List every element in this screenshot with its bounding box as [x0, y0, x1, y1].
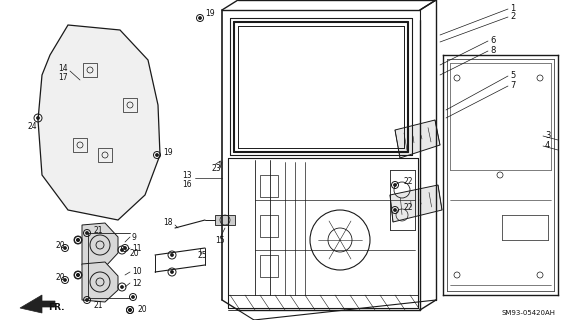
Text: 20: 20	[138, 306, 148, 315]
Text: 21: 21	[93, 226, 103, 235]
Text: 16: 16	[182, 180, 192, 188]
Text: 6: 6	[490, 36, 496, 44]
Text: 21: 21	[93, 300, 103, 309]
Circle shape	[128, 308, 131, 311]
Circle shape	[171, 253, 174, 257]
Polygon shape	[38, 25, 160, 220]
Text: 5: 5	[510, 70, 515, 79]
Bar	[83, 63, 97, 77]
Polygon shape	[20, 295, 55, 313]
Polygon shape	[390, 185, 442, 222]
Circle shape	[63, 246, 66, 250]
Text: 22: 22	[403, 203, 412, 212]
Text: 24: 24	[28, 122, 38, 131]
Circle shape	[37, 116, 39, 119]
Text: 20: 20	[130, 249, 140, 258]
Text: 3: 3	[545, 131, 550, 140]
Text: 12: 12	[132, 278, 142, 287]
Circle shape	[120, 249, 123, 252]
Polygon shape	[395, 120, 440, 158]
Text: 10: 10	[132, 268, 142, 276]
Text: 19: 19	[163, 148, 172, 156]
Circle shape	[155, 154, 159, 156]
Bar	[260, 215, 278, 237]
Text: 19: 19	[205, 9, 215, 18]
Bar	[215, 215, 235, 225]
Text: 11: 11	[132, 244, 142, 252]
Circle shape	[77, 274, 79, 276]
Circle shape	[120, 285, 123, 289]
Text: 18: 18	[163, 218, 172, 227]
Circle shape	[393, 209, 396, 212]
Text: 25: 25	[197, 252, 207, 260]
Text: 22: 22	[403, 177, 412, 186]
Text: 2: 2	[510, 12, 515, 20]
Text: 20: 20	[55, 273, 65, 282]
Polygon shape	[82, 223, 118, 267]
Circle shape	[131, 295, 135, 299]
Text: 7: 7	[510, 81, 516, 90]
Text: SM93-05420AH: SM93-05420AH	[502, 310, 556, 316]
Circle shape	[393, 183, 396, 187]
Text: 9: 9	[132, 233, 137, 242]
Circle shape	[86, 299, 89, 301]
Bar	[260, 255, 278, 277]
Circle shape	[86, 231, 89, 235]
Polygon shape	[82, 262, 118, 302]
Circle shape	[63, 278, 66, 282]
Circle shape	[77, 238, 79, 242]
Text: 1: 1	[510, 4, 515, 12]
Text: 13: 13	[182, 171, 192, 180]
Circle shape	[123, 246, 127, 250]
Circle shape	[128, 308, 131, 311]
Text: 23: 23	[211, 164, 220, 172]
Circle shape	[77, 238, 79, 242]
Text: FR.: FR.	[48, 303, 65, 313]
Text: 8: 8	[490, 45, 496, 54]
Circle shape	[171, 270, 174, 274]
Bar	[260, 175, 278, 197]
Text: 20: 20	[55, 241, 65, 250]
Bar	[123, 98, 137, 112]
Bar	[73, 138, 87, 152]
Circle shape	[199, 17, 202, 20]
Text: 15: 15	[215, 236, 224, 244]
Text: 4: 4	[545, 140, 550, 149]
Text: 14: 14	[58, 63, 67, 73]
Circle shape	[77, 274, 79, 276]
Bar	[98, 148, 112, 162]
Text: 17: 17	[58, 73, 67, 82]
